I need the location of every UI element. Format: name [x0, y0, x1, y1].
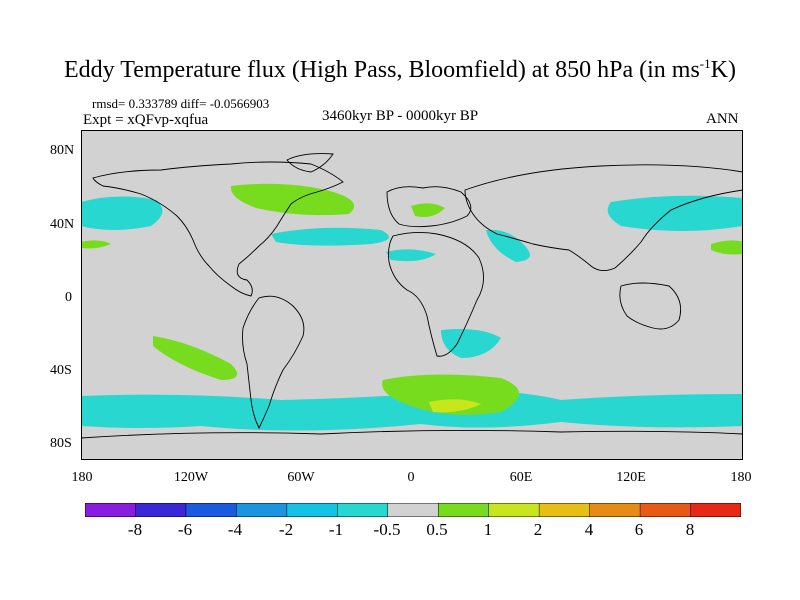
colorbar-swatch-2 [185, 503, 238, 517]
experiment-label: Expt = xQFvp-xqfua [83, 112, 209, 128]
colorbar-label-1: 1 [483, 520, 493, 539]
colorbar-swatch-3 [236, 503, 288, 517]
pos-anomaly-europe [411, 203, 445, 217]
lon-label-60e: 60E [509, 470, 533, 485]
neg-anomaly-nafrica [386, 249, 436, 262]
coastline-greenland [286, 153, 334, 173]
neg-anomaly-safrica [441, 329, 501, 358]
colorbar-swatch-12 [690, 503, 741, 517]
neg-anomaly-natlantic [271, 227, 389, 246]
neg-anomaly-arabia [486, 229, 530, 262]
colorbar-label-6: 6 [634, 520, 644, 539]
stats-line: rmsd= 0.333789 diff= -0.0566903 [92, 96, 270, 111]
strong-pos-anomaly-satlantic [429, 399, 481, 413]
colorbar-label-4: 4 [584, 520, 594, 539]
colorbar [85, 503, 741, 517]
period-label: 3460kyr BP - 0000kyr BP [322, 108, 479, 124]
coastlines [81, 153, 743, 439]
lat-label-80n: 80N [50, 143, 75, 158]
coastline-south-america [242, 295, 305, 430]
lat-label-0: 0 [65, 290, 72, 305]
pos-anomaly-spacific [153, 336, 238, 380]
colorbar-label-2: 2 [533, 520, 543, 539]
colorbar-swatch-0 [85, 503, 137, 517]
colorbar-label-neg0p5: -0.5 [373, 520, 401, 539]
lon-label-180e: 180 [730, 470, 752, 485]
lat-label-40n: 40N [50, 217, 75, 232]
colorbar-label-neg2: -2 [278, 520, 294, 539]
neg-anomaly-npacific-west [81, 196, 163, 230]
colorbar-label-neg4: -4 [227, 520, 243, 539]
colorbar-swatch-8 [488, 503, 540, 517]
colorbar-swatch-1 [135, 503, 187, 517]
colorbar-swatch-4 [286, 503, 338, 517]
map-title: Eddy Temperature flux (High Pass, Bloomf… [64, 56, 736, 83]
colorbar-label-neg1: -1 [328, 520, 344, 539]
colorbar-swatch-5 [337, 503, 389, 517]
coastline-asia [464, 164, 743, 271]
colorbar-swatch-9 [538, 503, 591, 517]
lon-label-120w: 120W [173, 470, 209, 485]
anomaly-shading [81, 183, 743, 431]
colorbar-swatch-11 [639, 503, 692, 517]
neg-anomaly-npacific-east [607, 195, 743, 231]
colorbar-label-0p5: 0.5 [426, 520, 448, 539]
lat-label-80s: 80S [50, 436, 72, 451]
season-label: ANN [706, 111, 739, 127]
lon-label-120e: 120E [616, 470, 646, 485]
coastline-africa [388, 231, 484, 357]
pos-anomaly-wpacific [711, 240, 743, 255]
colorbar-swatch-6 [387, 503, 439, 517]
lon-label-180w: 180 [71, 470, 93, 485]
colorbar-swatch-10 [589, 503, 641, 517]
colorbar-swatch-7 [437, 503, 490, 517]
coastline-europe [386, 186, 472, 228]
colorbar-label-neg8: -8 [127, 520, 143, 539]
coastline-north-america [92, 161, 344, 297]
coastline-australia [619, 282, 682, 330]
lon-label-60w: 60W [287, 470, 315, 485]
colorbar-label-neg6: -6 [177, 520, 193, 539]
colorbar-label-8: 8 [685, 520, 695, 539]
map-frame [81, 130, 743, 460]
lat-label-40s: 40S [50, 363, 72, 378]
coastline-antarctica [81, 429, 743, 439]
pos-anomaly-canada [230, 183, 355, 216]
map-panel [81, 130, 743, 460]
lon-label-0: 0 [407, 470, 415, 485]
neg-anomaly-southern-ocean [81, 391, 743, 431]
pos-anomaly-satlantic [382, 374, 519, 415]
pos-anomaly-npacific [81, 240, 111, 249]
